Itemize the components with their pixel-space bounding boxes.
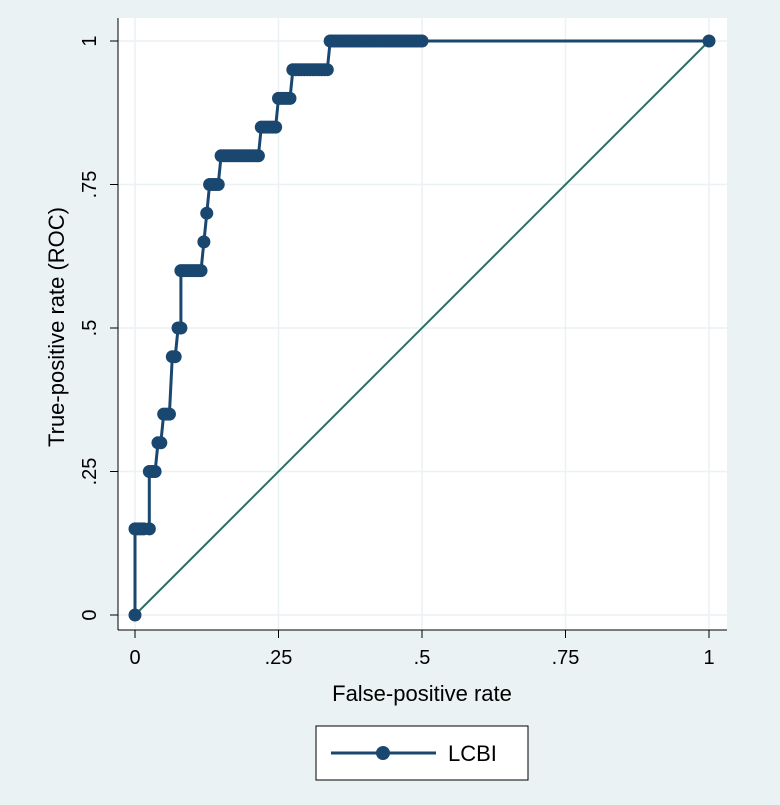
reference-line <box>134 40 710 616</box>
x-tick-label: 1 <box>703 647 714 669</box>
roc-point <box>200 206 214 220</box>
y-tick-label: .75 <box>79 171 101 199</box>
series-layer <box>128 34 716 622</box>
roc-point <box>174 321 188 335</box>
y-tick-label: 1 <box>79 35 101 46</box>
x-tick-label: .5 <box>414 647 431 669</box>
roc-point <box>148 465 162 478</box>
roc-point <box>211 178 225 191</box>
reference-line-layer <box>134 40 710 616</box>
roc-point <box>702 34 716 48</box>
y-tick-label: 0 <box>79 609 101 620</box>
y-tick-label: .25 <box>79 458 101 486</box>
legend: LCBI <box>315 725 529 781</box>
x-tick-label: .75 <box>552 647 580 669</box>
roc-point <box>197 235 211 249</box>
x-tick-label: .25 <box>265 647 293 669</box>
roc-point <box>162 407 176 421</box>
roc-point <box>283 91 297 105</box>
roc-point <box>320 63 334 77</box>
roc-point <box>128 608 142 622</box>
roc-point <box>194 264 208 278</box>
roc-point <box>142 522 156 536</box>
roc-point <box>154 436 168 450</box>
y-axis-title: True-positive rate (ROC) <box>44 207 69 447</box>
legend-series-label: LCBI <box>448 741 497 766</box>
roc-point <box>168 350 182 364</box>
y-tick-label: .5 <box>79 320 101 337</box>
roc-point <box>269 120 283 134</box>
roc-point <box>415 34 429 48</box>
x-axis-title: False-positive rate <box>332 681 512 706</box>
legend-series-marker <box>376 746 390 760</box>
x-tick-label: 0 <box>129 647 140 669</box>
roc-point <box>251 149 265 163</box>
axes: 0 .25 .5 .75 1 0 .25 .5 .75 1 <box>79 18 727 669</box>
